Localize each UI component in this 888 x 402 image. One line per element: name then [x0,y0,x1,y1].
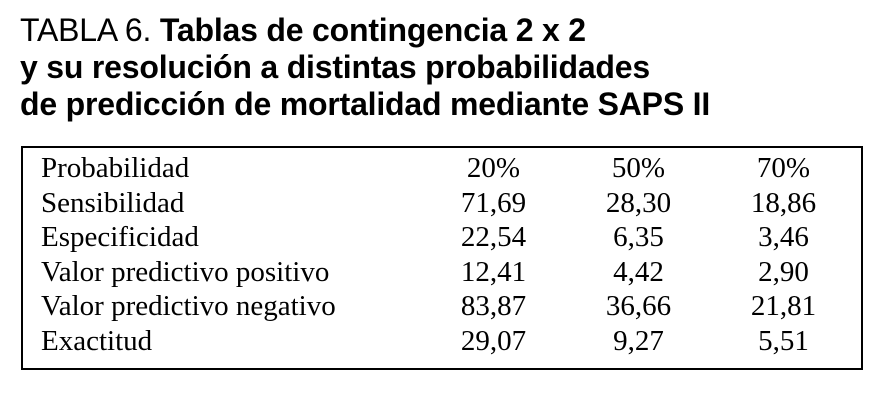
row-label: Sensibilidad [41,186,185,219]
header-col-20: 20% [466,152,521,184]
cell-value: 83,87 [460,290,527,322]
header-row: Probabilidad 20% 50% 70% [41,151,856,186]
data-table-frame: Probabilidad 20% 50% 70% Sensibilidad 71… [21,146,863,370]
table-caption: TABLA 6. Tablas de contingencia 2 x 2 y … [20,12,880,123]
cell-value: 5,51 [758,324,809,357]
table-row: Sensibilidad 71,69 28,30 18,86 [41,186,856,221]
header-col-50: 50% [611,152,666,184]
cell-value: 9,27 [613,324,664,357]
cell-value: 21,81 [750,290,817,322]
caption-line-2: y su resolución a distintas probabilidad… [20,49,650,85]
cell-value: 3,46 [758,221,809,253]
cell-value: 2,90 [758,255,809,288]
row-label: Especificidad [41,221,199,253]
row-label: Valor predictivo positivo [41,255,330,288]
header-col-70: 70% [756,152,811,184]
cell-value: 22,54 [460,221,527,253]
table-row: Valor predictivo negativo 83,87 36,66 21… [41,289,856,324]
row-label: Valor predictivo negativo [41,290,336,322]
cell-value: 18,86 [750,186,817,219]
cell-value: 4,42 [613,255,664,288]
caption-line-3: de predicción de mortalidad mediante SAP… [20,86,711,122]
caption-label: TABLA 6. [20,12,152,48]
cell-value: 12,41 [460,255,527,288]
cell-value: 29,07 [460,324,527,357]
contingency-table: Probabilidad 20% 50% 70% Sensibilidad 71… [41,151,856,358]
caption-line-1: Tablas de contingencia 2 x 2 [159,12,586,48]
cell-value: 71,69 [460,186,527,219]
cell-value: 6,35 [613,221,664,253]
table-row: Exactitud 29,07 9,27 5,51 [41,324,856,359]
table-row: Especificidad 22,54 6,35 3,46 [41,220,856,255]
cell-value: 36,66 [605,290,672,322]
row-label: Exactitud [41,324,153,357]
table-row: Valor predictivo positivo 12,41 4,42 2,9… [41,255,856,290]
header-label: Probabilidad [41,152,190,184]
cell-value: 28,30 [605,186,672,219]
